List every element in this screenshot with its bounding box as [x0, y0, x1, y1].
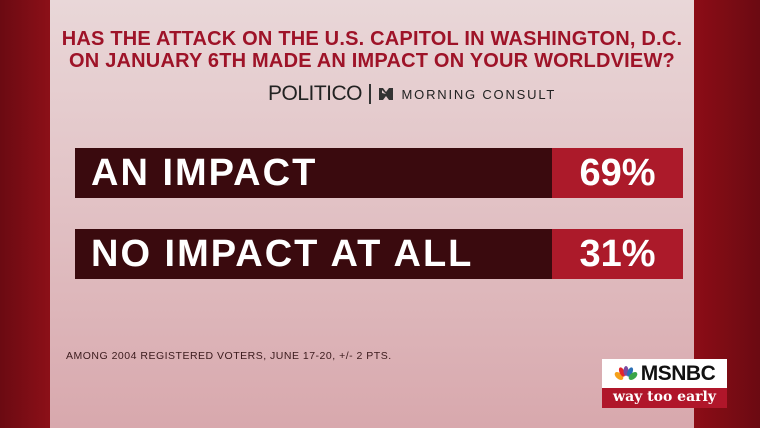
right-border [694, 0, 760, 428]
morning-consult-icon [378, 88, 393, 100]
msnbc-logo: MSNBC [640, 361, 716, 385]
bar-label: NO IMPACT AT ALL [75, 229, 552, 279]
result-bar-no-impact: NO IMPACT AT ALL 31% [75, 229, 683, 279]
show-name: way too early [602, 388, 727, 408]
source-logos: POLITICO MORNING CONSULT [268, 82, 556, 106]
bar-label: AN IMPACT [75, 148, 552, 198]
politico-logo: POLITICO [268, 82, 363, 105]
poll-question: HAS THE ATTACK ON THE U.S. CAPITOL IN WA… [61, 28, 683, 72]
bar-value: 69% [552, 148, 683, 198]
background-panel [50, 0, 694, 428]
footnote: AMONG 2004 REGISTERED VOTERS, JUNE 17-20… [66, 350, 392, 362]
peacock-icon [614, 365, 638, 380]
bar-value: 31% [552, 229, 683, 279]
result-bar-impact: AN IMPACT 69% [75, 148, 683, 198]
left-border [0, 0, 50, 428]
network-bug: MSNBC way too early [602, 359, 727, 408]
morning-consult-logo: MORNING CONSULT [401, 86, 557, 102]
divider [369, 84, 371, 104]
